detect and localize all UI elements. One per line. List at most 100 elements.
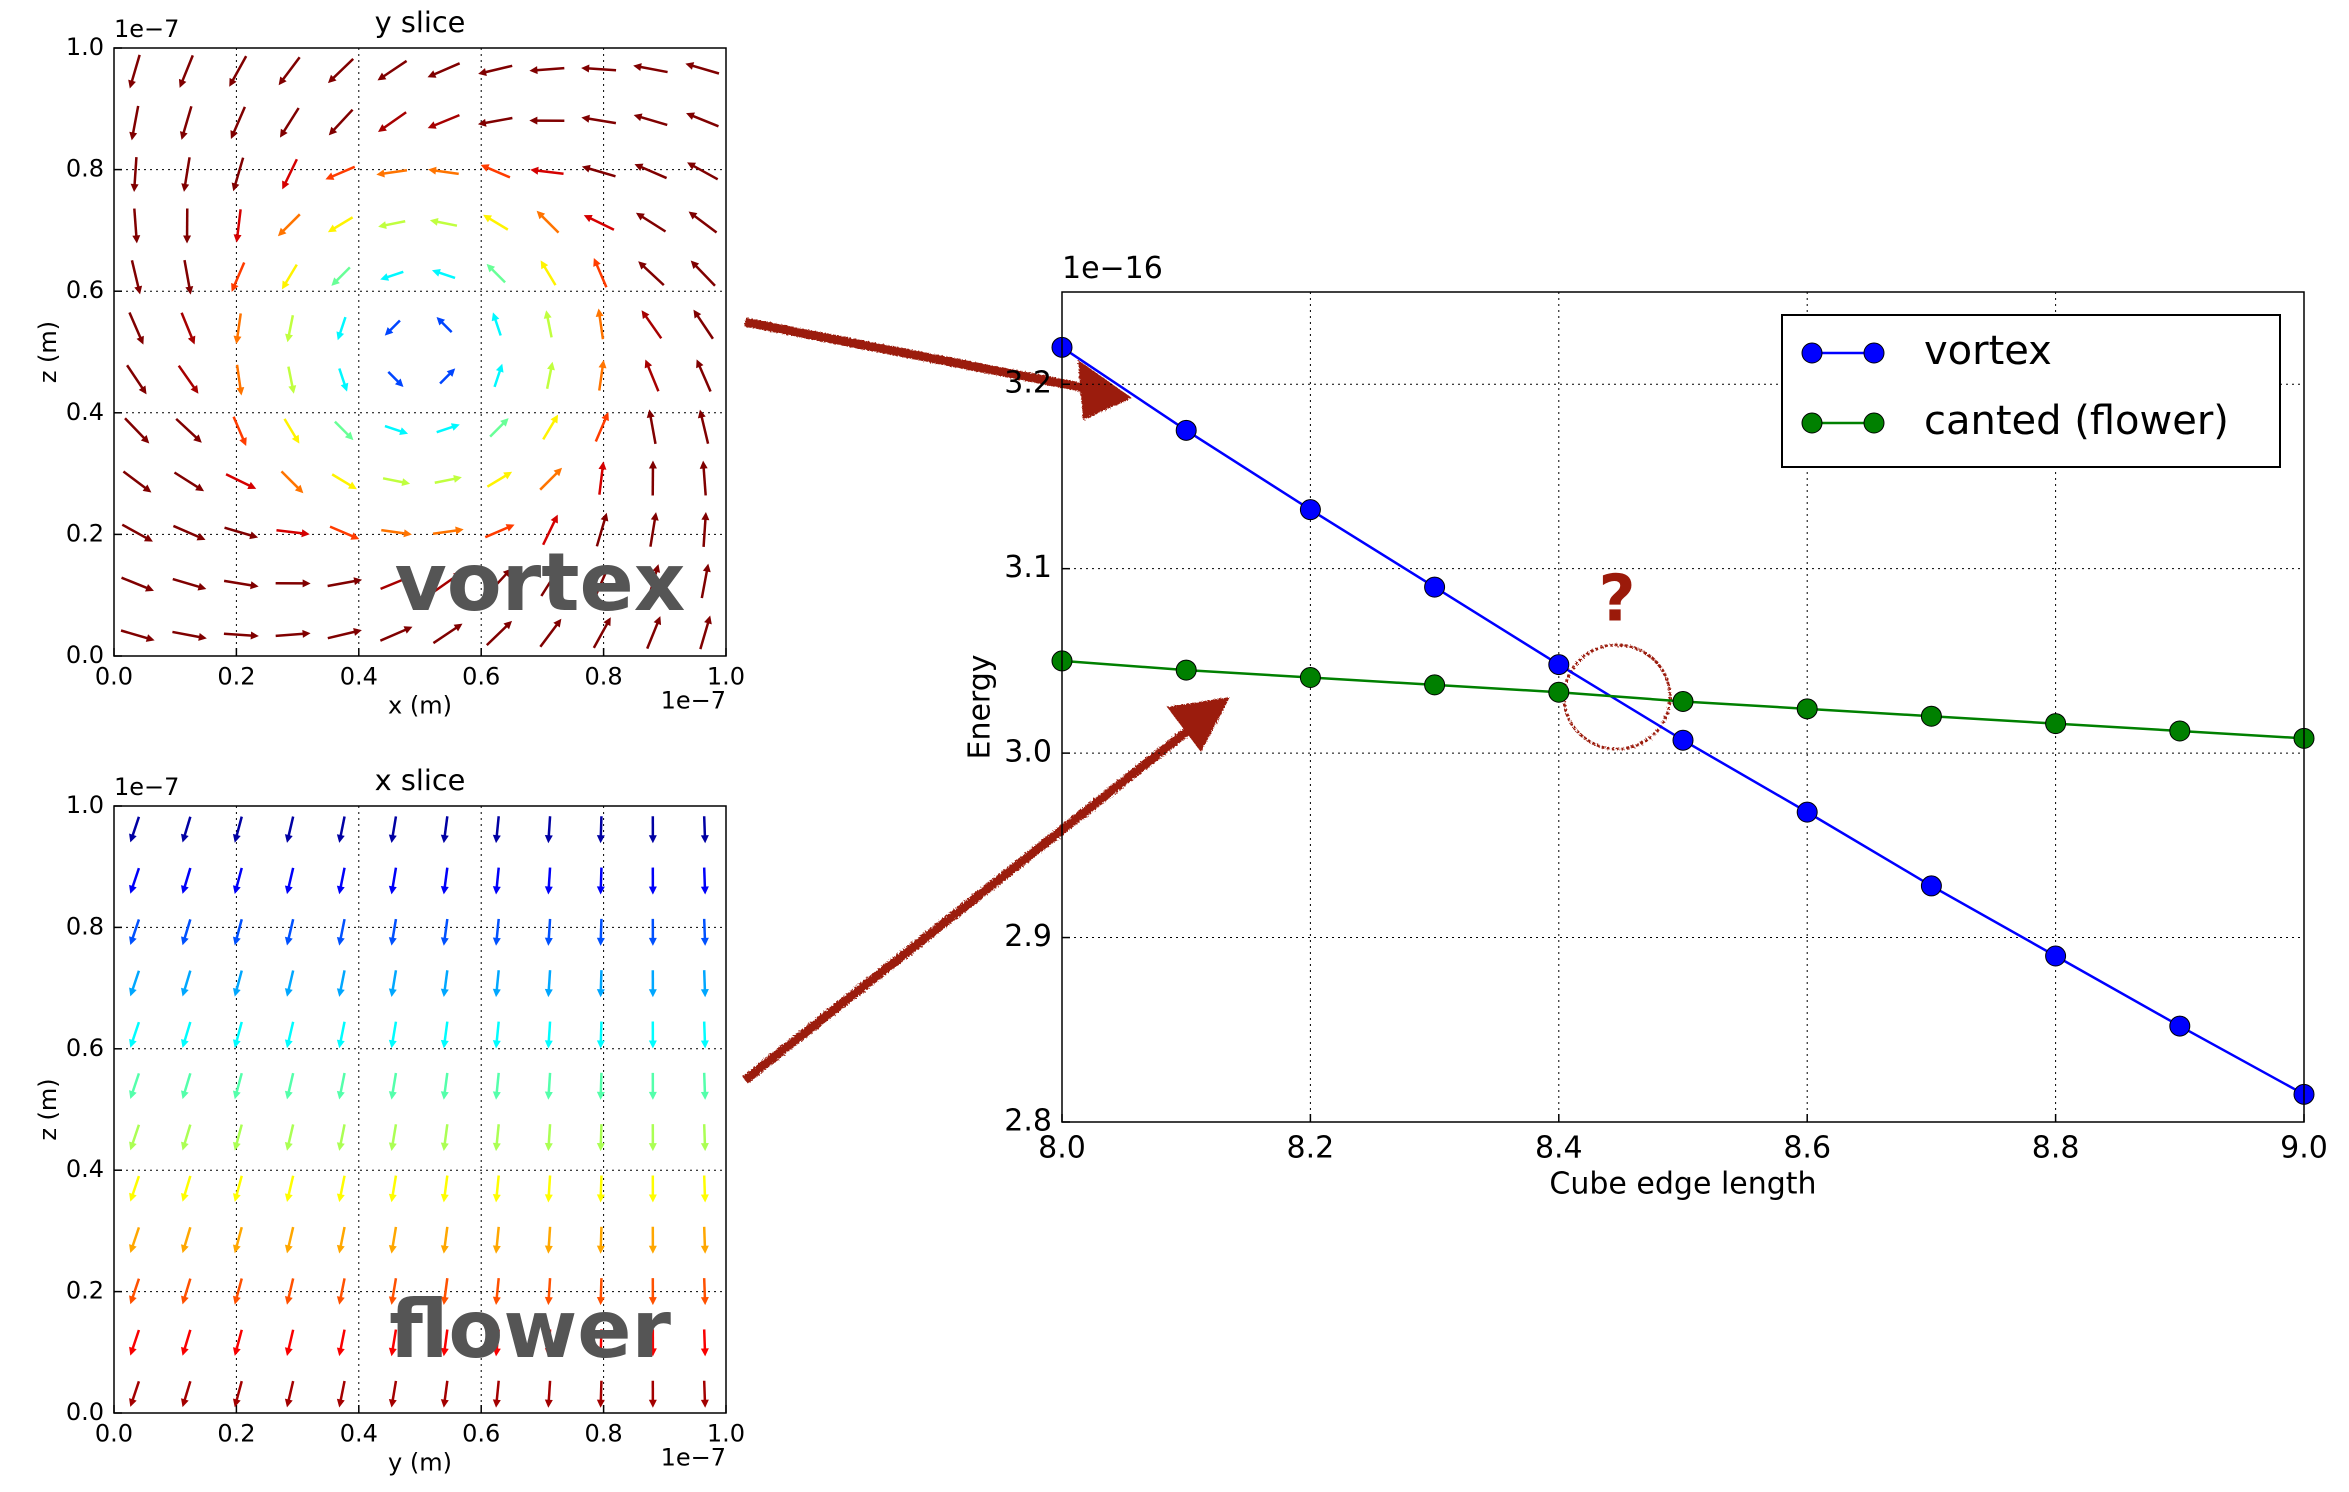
- quiver-arrow: [689, 63, 720, 75]
- quiver-arrow-head: [336, 1090, 345, 1100]
- x-tick-label: 0.6: [462, 1420, 500, 1448]
- quiver-arrow: [431, 62, 461, 77]
- quiver-arrow: [133, 208, 138, 239]
- y-tick-label: 0.6: [66, 276, 104, 304]
- quiver-arrow: [286, 816, 295, 839]
- quiver-arrow: [495, 816, 500, 839]
- x-tick-label: 8.0: [1038, 1131, 1086, 1166]
- quiver-arrow: [599, 816, 603, 839]
- quiver-arrow-head: [700, 1091, 709, 1100]
- quiver-arrow-head: [181, 833, 189, 843]
- data-point: [1920, 875, 1942, 897]
- quiver-arrow-head: [250, 581, 259, 590]
- quiver-arrow: [338, 1072, 346, 1095]
- quiver-arrow-head: [492, 1348, 501, 1357]
- quiver-arrow-head: [353, 577, 363, 586]
- quiver-arrow: [280, 213, 301, 234]
- data-point: [1175, 419, 1197, 441]
- quiver-arrow-head: [429, 217, 439, 226]
- quiver-arrow-head: [388, 1039, 397, 1049]
- quiver-arrow: [223, 579, 254, 587]
- quiver-arrow-head: [596, 1194, 605, 1203]
- quiver-arrow-head: [233, 234, 242, 243]
- quiver-arrow-head: [440, 1245, 449, 1254]
- quiver-arrow: [547, 1072, 552, 1095]
- quiver-arrow-head: [130, 183, 139, 193]
- quiver-arrow: [691, 213, 718, 234]
- quiver-arrow-head: [129, 987, 137, 997]
- quiver-arrow-head: [440, 988, 449, 998]
- y-tick-label: 2.9: [1004, 919, 1052, 954]
- annotation: vortex: [395, 536, 686, 629]
- quiver-arrow: [443, 1329, 449, 1352]
- quiver-arrow: [432, 625, 460, 645]
- quiver-arrow: [495, 1380, 500, 1403]
- quiver-arrow-head: [453, 474, 462, 483]
- quiver-arrow-head: [284, 834, 293, 843]
- quiver-arrow-head: [700, 989, 709, 998]
- quiver-arrow: [702, 1278, 707, 1301]
- quiver-arrow-head: [641, 310, 650, 320]
- quiver-arrow: [702, 516, 707, 547]
- quiver-arrow: [432, 169, 459, 176]
- quiver-arrow: [182, 1278, 192, 1301]
- quiver-arrow-head: [544, 1245, 553, 1254]
- quiver-arrow-head: [648, 1194, 657, 1203]
- quiver-arrow-head: [478, 68, 487, 76]
- quiver-arrow-head: [284, 936, 293, 946]
- quiver-arrow-head: [440, 885, 449, 895]
- quiver-arrow: [182, 970, 192, 993]
- quiver-arrow: [338, 1124, 346, 1147]
- quiver-arrow-head: [440, 1399, 449, 1408]
- y-tick-label: 0.8: [66, 912, 104, 940]
- quiver-arrow: [643, 313, 663, 340]
- x-tick-label: 8.8: [2032, 1131, 2080, 1166]
- quiver-arrow: [286, 1175, 295, 1198]
- annotation: ?: [1598, 563, 1635, 637]
- quiver-arrow-head: [529, 66, 538, 75]
- quiver-arrow: [702, 465, 707, 496]
- quiver-arrow: [598, 313, 605, 340]
- quiver-arrow-head: [593, 257, 601, 267]
- quiver-arrow: [286, 1278, 295, 1301]
- quiver-arrow-head: [145, 634, 155, 642]
- quiver-arrow-head: [232, 885, 241, 895]
- quiver-arrow-head: [428, 166, 437, 175]
- quiver-arrow-head: [231, 182, 240, 192]
- quiver-arrow-head: [700, 886, 709, 895]
- x-tick-label: 0.8: [585, 1420, 623, 1448]
- quiver-arrow-head: [648, 989, 657, 998]
- quiver-arrow-head: [284, 988, 293, 997]
- x-tick-label: 0.2: [217, 1420, 255, 1448]
- quiver-arrow-head: [440, 1296, 449, 1305]
- quiver-arrow: [599, 1072, 603, 1095]
- quiver-arrow-head: [595, 308, 604, 317]
- quiver-arrow: [286, 1226, 295, 1249]
- quiver-arrow: [338, 1380, 346, 1403]
- quiver-arrow-head: [701, 511, 710, 521]
- quiver-arrow: [486, 571, 509, 596]
- quiver-arrow: [380, 576, 409, 591]
- quiver-arrow-head: [596, 835, 605, 844]
- quiver-arrow-head: [583, 214, 593, 223]
- quiver-arrow: [281, 107, 300, 135]
- quiver-arrow-head: [380, 273, 390, 281]
- quiver-arrow-head: [198, 633, 207, 641]
- quiver-arrow: [433, 573, 459, 593]
- quiver-arrow: [286, 970, 295, 993]
- x-axis-label: x (m): [388, 691, 452, 719]
- quiver-arrow-head: [129, 1346, 137, 1356]
- y-tick-label: 0.0: [66, 641, 104, 669]
- quiver-arrow: [599, 918, 603, 941]
- quiver-arrow: [182, 816, 192, 839]
- y-tick-label: 0.2: [66, 1277, 104, 1305]
- quiver-arrow-head: [350, 532, 360, 540]
- quiver-arrow: [700, 568, 709, 599]
- quiver-arrow: [121, 576, 150, 591]
- quiver-arrow-head: [648, 1399, 657, 1408]
- arrow-head: [1078, 360, 1132, 420]
- quiver-arrow: [391, 1380, 398, 1403]
- quiver-arrow-head: [550, 514, 558, 524]
- quiver-arrow-head: [284, 1398, 293, 1408]
- quiver-arrow: [287, 366, 295, 390]
